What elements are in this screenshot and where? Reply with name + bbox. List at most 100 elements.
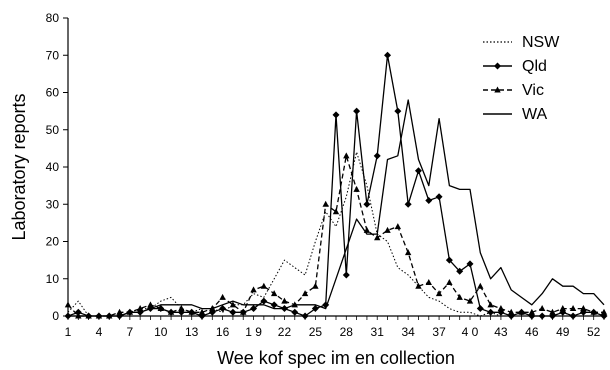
data-point-vic — [332, 208, 340, 215]
y-tick-label: 60 — [46, 86, 60, 100]
data-point-qld — [291, 308, 299, 316]
y-tick-label: 20 — [46, 235, 60, 249]
legend-marker-qld — [494, 62, 501, 70]
data-point-qld — [404, 200, 412, 208]
x-tick-label: 34 — [401, 325, 415, 339]
x-tick-label: 46 — [525, 325, 539, 339]
legend-item-vic: Vic — [483, 82, 544, 99]
x-tick-label: 31 — [371, 325, 385, 339]
x-tick-label: 10 — [154, 325, 168, 339]
data-point-vic — [508, 308, 515, 315]
data-point-vic — [456, 293, 463, 300]
y-tick-label: 0 — [52, 309, 59, 323]
x-tick-label: 43 — [494, 325, 508, 339]
y-tick-label: 80 — [46, 11, 60, 25]
data-point-vic — [219, 293, 226, 300]
x-tick-label: 13 — [185, 325, 199, 339]
data-point-qld — [476, 305, 484, 313]
data-point-qld — [301, 312, 309, 320]
data-point-vic — [353, 185, 360, 192]
data-point-qld — [384, 51, 392, 59]
data-point-vic — [528, 308, 536, 315]
data-point-vic — [301, 290, 309, 297]
series-nsw — [67, 151, 604, 317]
x-tick-label: 22 — [278, 325, 292, 339]
x-tick-label: 1 — [65, 325, 72, 339]
data-point-vic — [229, 301, 237, 308]
data-point-qld — [332, 111, 340, 119]
data-point-qld — [250, 305, 258, 313]
series-layer — [64, 51, 608, 320]
x-tick-label: 16 — [216, 325, 230, 339]
data-point-qld — [353, 107, 361, 115]
data-point-qld — [569, 312, 577, 320]
data-point-vic — [167, 308, 175, 315]
legend-label-qld: Qld — [522, 58, 547, 75]
series-line-nsw — [67, 151, 604, 317]
data-point-vic — [435, 290, 443, 297]
data-point-qld — [435, 193, 443, 201]
data-point-qld — [445, 256, 453, 264]
x-tick-label: 28 — [340, 325, 354, 339]
data-point-qld — [363, 200, 371, 208]
data-point-qld — [414, 167, 422, 175]
data-point-vic — [281, 297, 288, 304]
legend-label-nsw: NSW — [522, 34, 560, 51]
data-point-qld — [466, 260, 474, 268]
data-point-qld — [487, 308, 495, 316]
legend-marker-vic — [494, 86, 501, 93]
data-point-vic — [497, 305, 505, 312]
x-tick-label: 7 — [127, 325, 134, 339]
data-point-qld — [425, 197, 433, 205]
y-tick-label: 70 — [46, 48, 60, 62]
y-tick-label: 30 — [46, 197, 60, 211]
data-point-vic — [64, 301, 72, 308]
data-point-qld — [394, 107, 402, 115]
series-line-wa — [68, 99, 605, 317]
data-point-vic — [394, 223, 402, 230]
data-point-qld — [311, 305, 319, 313]
x-tick-label: 25 — [309, 325, 323, 339]
legend-item-qld: Qld — [483, 58, 547, 75]
data-point-vic — [415, 282, 422, 289]
series-vic — [64, 152, 608, 319]
y-tick-label: 10 — [46, 272, 60, 286]
x-tick-label: 1 9 — [245, 325, 262, 339]
data-point-vic — [188, 308, 195, 315]
data-point-vic — [343, 152, 350, 159]
data-point-vic — [446, 278, 453, 285]
x-tick-label: 37 — [432, 325, 446, 339]
data-point-vic — [178, 305, 185, 312]
legend-item-wa: WA — [483, 106, 548, 123]
y-tick-label: 50 — [46, 123, 60, 137]
data-point-vic — [466, 297, 474, 304]
data-point-vic — [559, 305, 566, 312]
data-point-vic — [312, 282, 319, 289]
data-point-vic — [157, 305, 164, 312]
data-point-vic — [477, 282, 484, 289]
x-axis-title: Wee kof spec im en collection — [217, 348, 455, 368]
data-point-vic — [590, 308, 597, 315]
data-point-vic — [384, 226, 391, 233]
data-point-qld — [342, 271, 350, 279]
data-point-qld — [538, 312, 546, 320]
data-point-vic — [580, 305, 587, 312]
data-point-vic — [600, 308, 608, 315]
data-point-vic — [198, 308, 206, 315]
y-tick-label: 40 — [46, 160, 60, 174]
data-point-vic — [260, 282, 268, 289]
data-point-qld — [270, 301, 278, 309]
axes: 0 10 20 30 40 50 60 70 80 1 4 7 10 13 16 1 9 22 25 28 31 34 3… — [46, 11, 605, 339]
data-point-qld — [260, 297, 268, 305]
x-tick-label: 49 — [556, 325, 570, 339]
data-point-vic — [518, 308, 525, 315]
data-point-vic — [374, 234, 381, 241]
legend-label-vic: Vic — [522, 82, 544, 99]
x-tick-label: 4 0 — [462, 325, 479, 339]
data-point-qld — [219, 305, 227, 313]
data-point-qld — [456, 267, 464, 275]
data-point-vic — [116, 308, 123, 315]
legend-item-nsw: NSW — [483, 34, 560, 51]
data-point-qld — [373, 152, 381, 160]
